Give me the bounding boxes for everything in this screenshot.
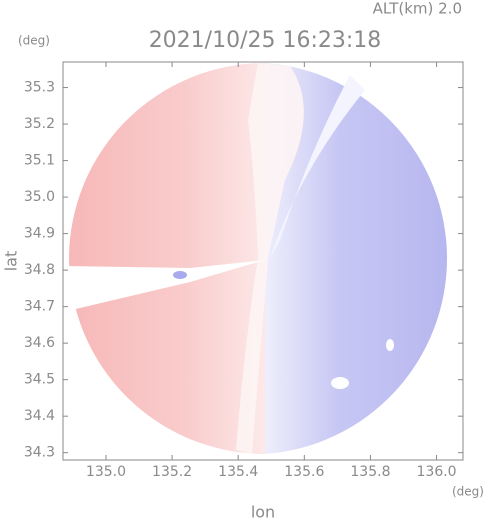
y-tick-label: 34.4 <box>24 408 55 424</box>
y-tick-label: 34.6 <box>24 335 55 351</box>
x-axis-label: lon <box>251 503 275 522</box>
x-tick-label: 135.4 <box>218 464 258 480</box>
y-tick-label: 35.3 <box>24 80 55 96</box>
y-axis-label: lat <box>2 251 21 272</box>
y-tick-label: 34.7 <box>24 299 55 315</box>
x-tick-label: 135.6 <box>284 464 324 480</box>
x-tick-label: 135.0 <box>86 464 126 480</box>
radar-field <box>63 63 448 454</box>
x-tick-label: 136.0 <box>417 464 457 480</box>
plot-frame <box>62 61 464 461</box>
subtitle: ALT(km) 2.0 <box>373 0 462 18</box>
y-tick-label: 34.3 <box>24 445 55 461</box>
x-unit: (deg) <box>452 485 484 499</box>
x-tick-label: 135.8 <box>350 464 390 480</box>
x-tick-label: 135.2 <box>152 464 192 480</box>
chart-title: 2021/10/25 16:23:18 <box>149 28 382 53</box>
y-tick-label: 34.8 <box>24 262 55 278</box>
y-tick-label: 34.9 <box>24 226 55 242</box>
y-unit: (deg) <box>18 34 50 48</box>
y-tick-label: 35.2 <box>24 116 55 132</box>
y-tick-label: 34.5 <box>24 372 55 388</box>
y-tick-label: 35.0 <box>24 189 55 205</box>
y-tick-label: 35.1 <box>24 153 55 169</box>
